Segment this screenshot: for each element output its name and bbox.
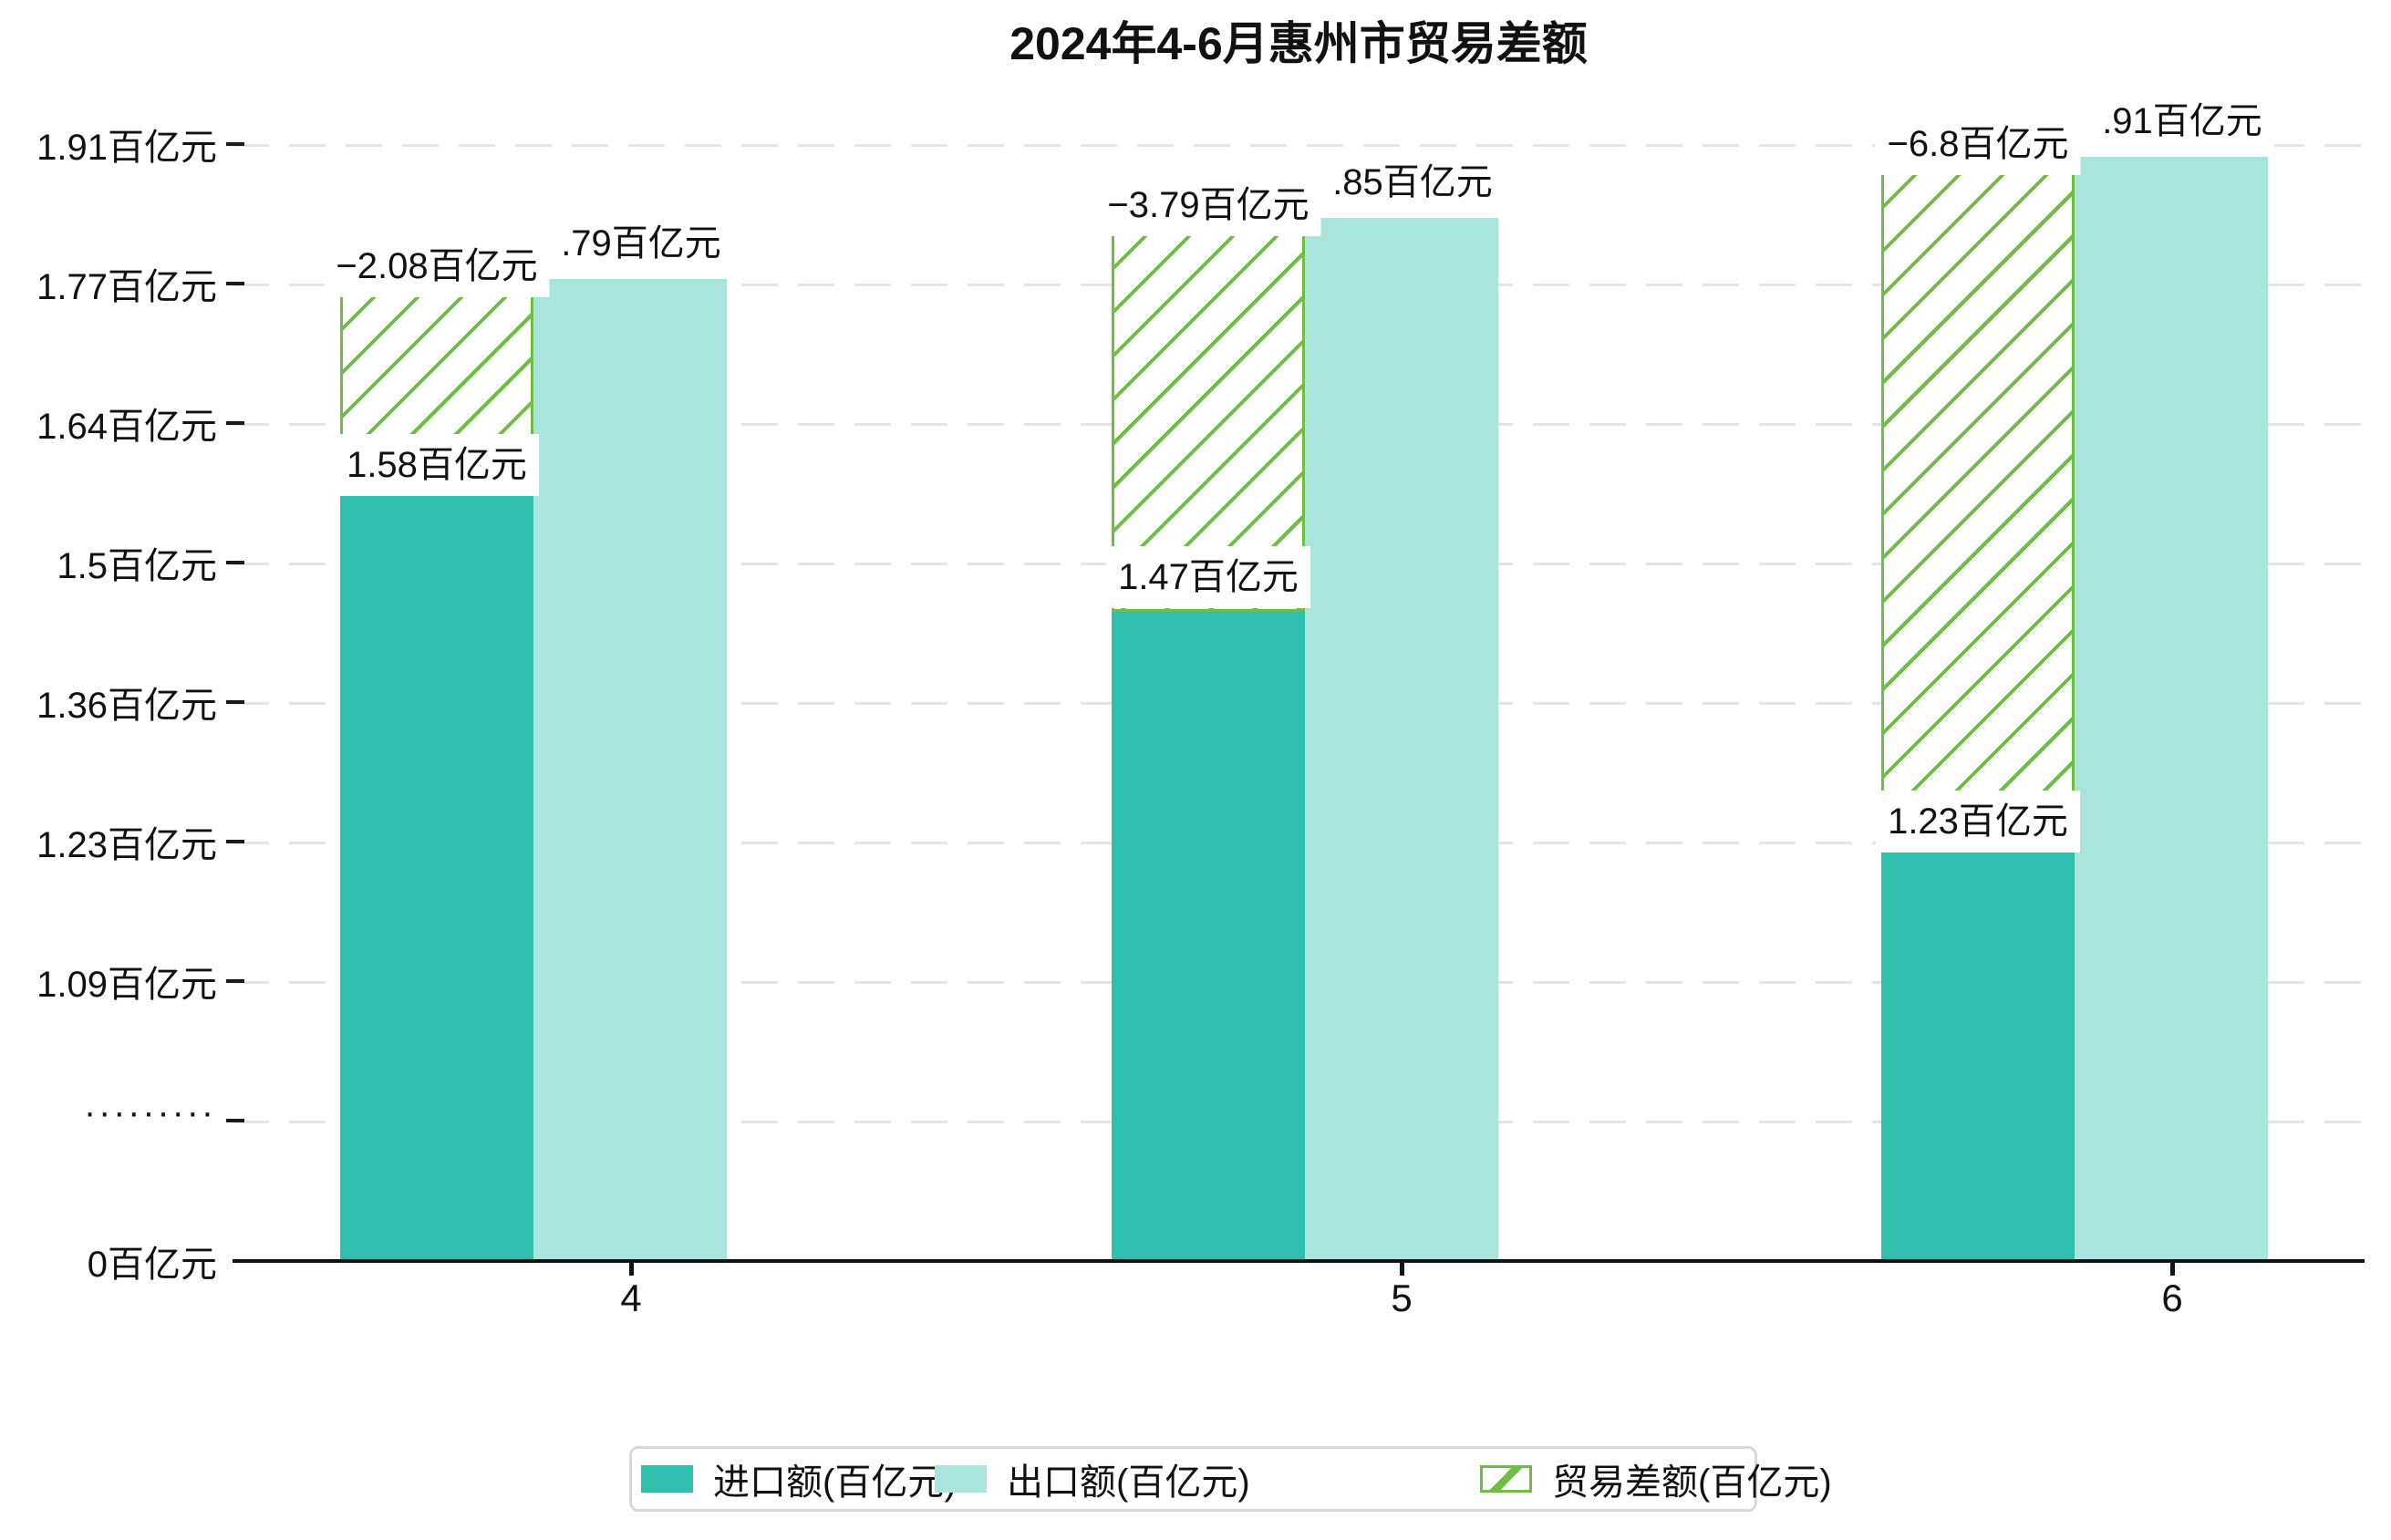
legend-item-import: 进口额(百亿元) xyxy=(641,1449,957,1509)
trade-diff-value-label-month-6: −6.8百亿元 xyxy=(1875,113,2081,175)
legend-label: 贸易差额(百亿元) xyxy=(1552,1462,1832,1503)
x-axis-label-month-6: 6 xyxy=(2161,1276,2183,1319)
y-tick-mark xyxy=(226,282,244,285)
legend: 进口额(百亿元) 出口额(百亿元) 贸易差额(百亿元) xyxy=(629,1446,1832,1512)
y-tick-mark xyxy=(226,700,244,704)
y-tick-mark xyxy=(226,979,244,983)
x-tick-mark xyxy=(1400,1263,1404,1276)
legend-item-export: 出口额(百亿元) xyxy=(935,1449,1250,1509)
y-axis-label: 1.64百亿元 xyxy=(36,407,217,447)
y-axis-label: 1.77百亿元 xyxy=(36,267,217,307)
export-value-label-month-6: .91百亿元 xyxy=(2090,90,2274,152)
y-tick-mark xyxy=(226,840,244,843)
y-axis-break-label: ......... xyxy=(84,1084,217,1125)
import-bar-month-6 xyxy=(1881,851,2075,1259)
x-axis-label-month-5: 5 xyxy=(1391,1276,1413,1319)
export-swatch xyxy=(935,1465,987,1493)
import-value-label-month-6: 1.23百亿元 xyxy=(1876,791,2080,853)
y-axis-label: 1.23百亿元 xyxy=(36,825,217,865)
y-tick-mark xyxy=(226,421,244,425)
y-axis-label: 0百亿元 xyxy=(87,1245,217,1285)
x-tick-mark xyxy=(2170,1263,2175,1276)
y-axis-label: 1.91百亿元 xyxy=(36,128,217,168)
legend-label: 出口额(百亿元) xyxy=(1007,1462,1250,1503)
import-bar-month-5 xyxy=(1112,612,1305,1259)
legend-label: 进口额(百亿元) xyxy=(713,1462,957,1503)
x-tick-mark xyxy=(629,1263,634,1276)
x-axis-label-month-4: 4 xyxy=(620,1276,642,1319)
y-axis-label: 1.5百亿元 xyxy=(57,546,217,586)
export-bar-month-4 xyxy=(533,279,727,1259)
import-bar-month-4 xyxy=(340,493,533,1259)
x-axis-line xyxy=(233,1259,2365,1263)
import-value-label-month-5: 1.47百亿元 xyxy=(1106,546,1310,608)
import-value-label-month-4: 1.58百亿元 xyxy=(335,434,539,496)
export-value-label-month-4: .79百亿元 xyxy=(549,212,733,274)
gridline xyxy=(233,144,2365,147)
y-tick-mark xyxy=(226,561,244,564)
legend-item-trade-diff: 贸易差额(百亿元) xyxy=(1480,1449,1832,1509)
trade-diff-value-label-month-4: −2.08百亿元 xyxy=(324,235,550,297)
trade-diff-bar-month-6 xyxy=(1881,157,2075,851)
trade-diff-hatch-swatch xyxy=(1480,1465,1532,1493)
y-tick-mark xyxy=(226,1119,244,1122)
y-tick-mark xyxy=(226,142,244,146)
export-bar-month-6 xyxy=(2075,157,2268,1259)
y-axis-label: 1.09百亿元 xyxy=(36,965,217,1005)
chart-title: 2024年4-6月惠州市贸易差额 xyxy=(1009,18,1588,69)
export-value-label-month-5: .85百亿元 xyxy=(1320,151,1505,213)
import-swatch xyxy=(641,1465,693,1493)
trade-diff-value-label-month-5: −3.79百亿元 xyxy=(1095,174,1321,236)
export-bar-month-5 xyxy=(1305,218,1498,1259)
y-axis-label: 1.36百亿元 xyxy=(36,686,217,726)
